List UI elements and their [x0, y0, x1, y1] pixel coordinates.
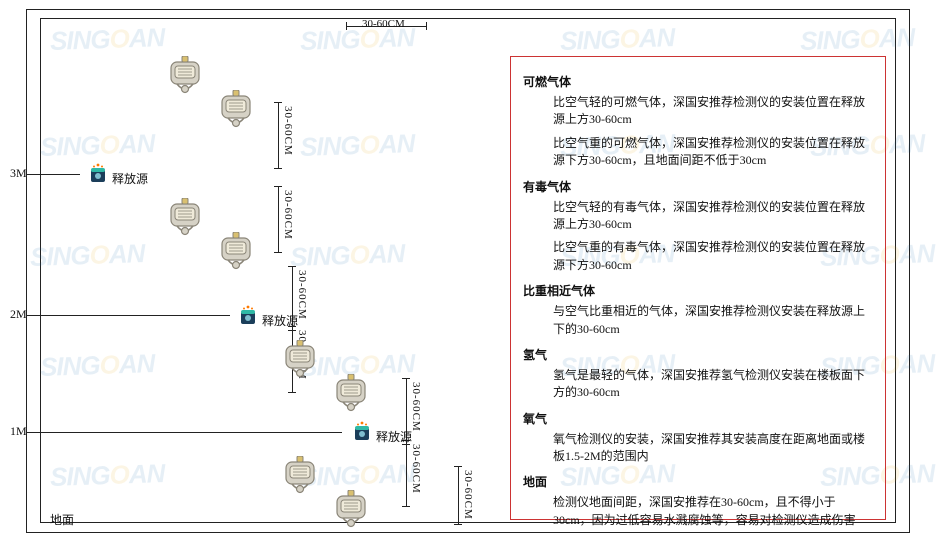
- legend-section-body: 检测仪地面间距，深国安推荐在30-60cm，且不得小于30cm，因为过低容易水溅…: [553, 494, 873, 529]
- dimension-label: 30-60CM: [282, 106, 294, 156]
- legend-section-title: 氢气: [523, 346, 873, 363]
- legend-section-body: 与空气比重相近的气体，深国安推荐检测仪安装在释放源上下的30-60cm: [553, 303, 873, 338]
- dimension-label: 30-60CM: [282, 190, 294, 240]
- y-tick-label: 3M: [10, 166, 27, 181]
- legend-section-title: 比重相近气体: [523, 282, 873, 299]
- y-tick-label: 1M: [10, 424, 27, 439]
- release-source: [88, 162, 108, 188]
- legend-section-title: 可燃气体: [523, 73, 873, 90]
- dimension-label: 30-60CM: [410, 444, 422, 494]
- top-dimension-cap-right: [426, 22, 427, 30]
- legend-panel: 可燃气体比空气轻的可燃气体，深国安推荐检测仪的安装位置在释放源上方30-60cm…: [510, 56, 886, 520]
- dimension-line: [278, 102, 279, 168]
- legend-section-body: 氢气是最轻的气体，深国安推荐氢气检测仪安装在楼板面下方的30-60cm: [553, 367, 873, 402]
- legend-section-title: 地面: [523, 473, 873, 490]
- release-source: [352, 420, 372, 446]
- dimension-cap: [274, 168, 282, 169]
- y-tick-line: [40, 432, 342, 433]
- sensor-icon: [168, 56, 202, 94]
- release-source-label: 释放源: [376, 428, 412, 445]
- release-source: [238, 304, 258, 330]
- dimension-cap: [402, 378, 410, 379]
- y-tick-label: 2M: [10, 307, 27, 322]
- dimension-cap: [454, 524, 462, 525]
- dimension-cap: [274, 186, 282, 187]
- legend-section-body: 比空气重的可燃气体，深国安推荐检测仪的安装位置在释放源下方30-60cm，且地面…: [553, 135, 873, 170]
- legend-section-title: 有毒气体: [523, 178, 873, 195]
- ground-label: 地面: [50, 511, 74, 528]
- release-source-label: 释放源: [262, 312, 298, 329]
- dimension-cap: [402, 506, 410, 507]
- dimension-line: [406, 440, 407, 506]
- legend-section-body: 氧气检测仪的安装，深国安推荐其安装高度在距离地面或楼板1.5-2M的范围内: [553, 431, 873, 466]
- y-tick-line: [40, 174, 80, 175]
- dimension-line: [278, 186, 279, 252]
- legend-section-body: 比空气轻的有毒气体，深国安推荐检测仪的安装位置在释放源上方30-60cm: [553, 199, 873, 234]
- release-source-label: 释放源: [112, 170, 148, 187]
- dimension-line: [458, 466, 459, 524]
- sensor-icon: [219, 90, 253, 128]
- sensor-icon: [334, 374, 368, 412]
- y-tick-ext: [26, 315, 40, 316]
- y-tick-line: [40, 315, 230, 316]
- dimension-cap: [288, 266, 296, 267]
- top-dimension-label: 30-60CM: [362, 18, 405, 30]
- legend-section-body: 比空气轻的可燃气体，深国安推荐检测仪的安装位置在释放源上方30-60cm: [553, 94, 873, 129]
- dimension-cap: [288, 392, 296, 393]
- dimension-cap: [274, 252, 282, 253]
- dimension-cap: [274, 102, 282, 103]
- sensor-icon: [168, 198, 202, 236]
- sensor-icon: [219, 232, 253, 270]
- y-tick-ext: [26, 174, 40, 175]
- legend-section-body: 比空气重的有毒气体，深国安推荐检测仪的安装位置在释放源下方30-60cm: [553, 239, 873, 274]
- top-dimension-cap-left: [346, 22, 347, 30]
- sensor-icon: [334, 490, 368, 528]
- y-tick-ext: [26, 432, 40, 433]
- dimension-label: 30-60CM: [462, 470, 474, 520]
- dimension-cap: [454, 466, 462, 467]
- legend-section-title: 氧气: [523, 410, 873, 427]
- sensor-icon: [283, 456, 317, 494]
- dimension-label: 30-60CM: [410, 382, 422, 432]
- sensor-icon: [283, 340, 317, 378]
